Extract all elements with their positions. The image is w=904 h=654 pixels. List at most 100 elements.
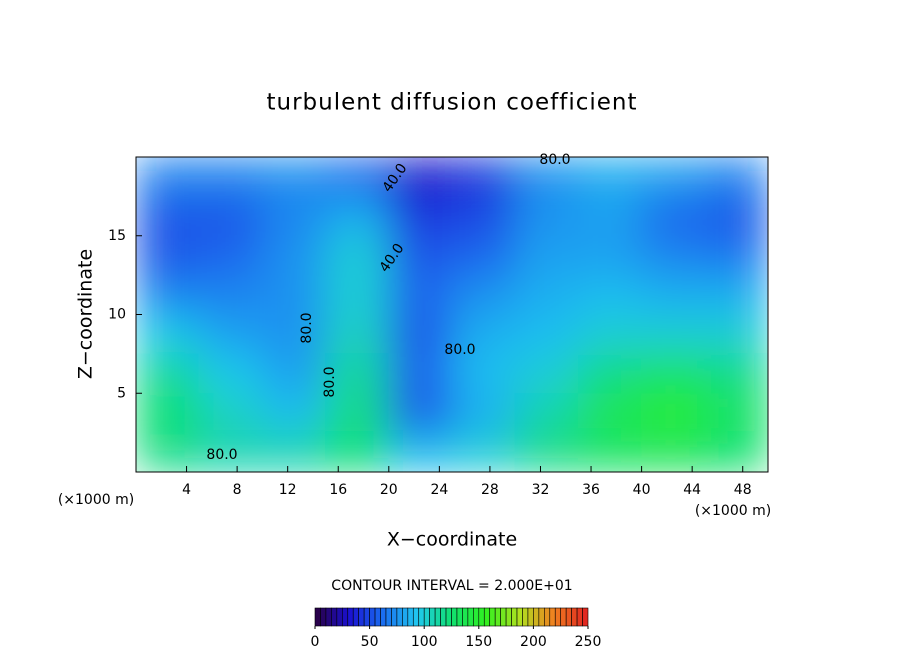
- cell: [514, 157, 579, 197]
- cell: [388, 274, 453, 315]
- cell: [451, 235, 516, 276]
- chart-title: turbulent diffusion coefficient: [266, 90, 637, 116]
- cell: [514, 274, 579, 315]
- cell: [641, 392, 706, 434]
- cell: [577, 235, 643, 276]
- cell: [577, 353, 643, 394]
- colorbar-step: [451, 607, 458, 627]
- cell: [704, 274, 768, 315]
- colorbar-step: [320, 607, 327, 627]
- colorbar-step: [434, 607, 441, 627]
- contour-label: 80.0: [539, 152, 570, 168]
- x-tick-label: 28: [481, 482, 499, 498]
- colorbar-label: 100: [411, 634, 438, 650]
- cell: [704, 195, 768, 237]
- cell: [136, 353, 200, 394]
- cell: [325, 353, 390, 394]
- colorbar-step: [554, 607, 561, 627]
- contour-label: 80.0: [444, 342, 475, 358]
- colorbar-step: [412, 607, 420, 627]
- cell: [136, 274, 200, 315]
- cell: [136, 235, 200, 276]
- colorbar-step: [418, 607, 425, 627]
- colorbar-step: [331, 607, 338, 627]
- x-tick-label: 36: [582, 482, 600, 498]
- cell: [577, 274, 643, 315]
- x-tick-label: 24: [430, 482, 448, 498]
- cell: [261, 157, 327, 197]
- x-tick-label: 8: [233, 482, 242, 498]
- colorbar-step: [565, 607, 572, 627]
- colorbar-step: [478, 607, 485, 627]
- colorbar-step: [516, 607, 523, 627]
- cell: [451, 157, 516, 197]
- colorbar-step: [314, 607, 321, 627]
- colorbar-step: [473, 607, 480, 627]
- cell: [388, 353, 453, 394]
- cell: [388, 432, 453, 472]
- colorbar-step: [385, 607, 392, 627]
- x-tick-label: 20: [380, 482, 398, 498]
- colorbar-step: [445, 607, 452, 627]
- y-unit: (×1000 m): [58, 492, 134, 508]
- cell: [514, 314, 579, 355]
- cell: [641, 274, 706, 315]
- cell: [577, 195, 643, 237]
- cell: [388, 195, 453, 237]
- colorbar-step: [571, 607, 578, 627]
- colorbar-step: [336, 607, 343, 627]
- cell: [388, 314, 453, 355]
- colorbar-label: 250: [575, 634, 602, 650]
- cell: [704, 432, 768, 472]
- colorbar-step: [429, 607, 436, 627]
- cell: [261, 432, 327, 472]
- cell: [261, 274, 327, 315]
- x-tick-label: 16: [329, 482, 347, 498]
- cell: [451, 392, 516, 434]
- cell: [261, 353, 327, 394]
- colorbar-step: [511, 607, 518, 627]
- cell: [514, 392, 579, 434]
- colorbar-step: [582, 607, 589, 627]
- colorbar-step: [325, 607, 332, 627]
- cell: [198, 235, 263, 276]
- x-tick-label: 12: [279, 482, 297, 498]
- colorbar-label: 50: [361, 634, 379, 650]
- x-tick-label: 44: [683, 482, 701, 498]
- colorbar-step: [576, 607, 583, 627]
- contour-interval: CONTOUR INTERVAL = 2.000E+01: [331, 578, 572, 594]
- y-axis-label: Z−coordinate: [75, 249, 97, 379]
- cell: [704, 157, 768, 197]
- colorbar-step: [352, 607, 359, 627]
- cell: [261, 195, 327, 237]
- cell: [451, 353, 516, 394]
- colorbar-step: [380, 607, 387, 627]
- cell: [261, 235, 327, 276]
- y-tick-label: 15: [108, 228, 126, 244]
- x-unit: (×1000 m): [695, 503, 771, 519]
- contour-label: 80.0: [299, 312, 315, 343]
- heatmap: [136, 157, 768, 472]
- colorbar-step: [483, 607, 491, 627]
- cell: [388, 235, 453, 276]
- cell: [641, 353, 706, 394]
- cell: [198, 392, 263, 434]
- colorbar-step: [505, 607, 512, 627]
- cell: [641, 235, 706, 276]
- cell: [198, 157, 263, 197]
- colorbar-step: [538, 607, 545, 627]
- cell: [198, 353, 263, 394]
- cell: [325, 432, 390, 472]
- cell: [514, 353, 579, 394]
- colorbar-step: [374, 607, 381, 627]
- cell: [577, 432, 643, 472]
- colorbar-step: [341, 607, 349, 627]
- cell: [325, 235, 390, 276]
- cell: [451, 432, 516, 472]
- colorbar-label: 0: [311, 634, 320, 650]
- cell: [388, 157, 453, 197]
- cell: [136, 314, 200, 355]
- cell: [325, 392, 390, 434]
